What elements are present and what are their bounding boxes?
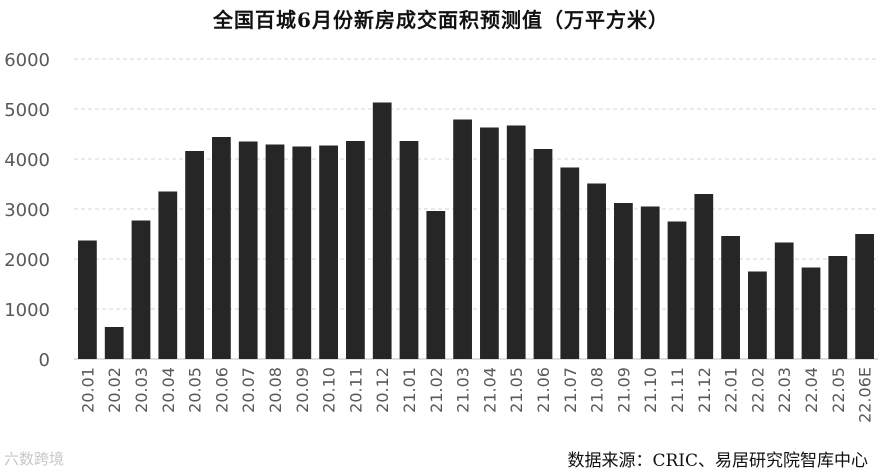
bar-21.06 xyxy=(533,149,553,359)
y-axis-ticks: 0 1000 2000 3000 4000 5000 6000 xyxy=(4,50,50,371)
bar-22.05 xyxy=(828,256,848,359)
x-tick-label: 20.05 xyxy=(186,367,205,413)
x-tick-label: 22.03 xyxy=(775,367,794,413)
y-tick-label: 0 xyxy=(39,350,50,371)
x-tick-label: 20.08 xyxy=(266,367,285,413)
y-tick-label: 6000 xyxy=(4,50,50,71)
x-tick-label: 21.12 xyxy=(695,367,714,413)
x-tick-label: 20.03 xyxy=(132,367,151,413)
bar-21.11 xyxy=(667,221,687,359)
y-tick-label: 3000 xyxy=(4,200,50,221)
bar-20.04 xyxy=(158,191,178,359)
x-tick-label: 20.10 xyxy=(320,367,339,413)
x-tick-label: 21.02 xyxy=(427,367,446,413)
bar-20.12 xyxy=(372,102,392,359)
bar-21.04 xyxy=(480,127,499,359)
x-tick-label: 22.01 xyxy=(722,367,741,413)
x-tick-label: 22.06E xyxy=(856,367,875,423)
bars xyxy=(78,102,874,359)
bar-21.03 xyxy=(453,119,472,359)
x-tick-label: 21.05 xyxy=(507,367,526,413)
x-tick-label: 22.05 xyxy=(829,367,848,413)
x-tick-label: 21.03 xyxy=(454,367,473,413)
x-tick-label: 21.07 xyxy=(561,367,580,413)
x-tick-label: 20.04 xyxy=(159,367,178,413)
x-tick-label: 21.08 xyxy=(588,367,607,413)
bar-21.09 xyxy=(614,203,633,359)
y-tick-label: 5000 xyxy=(4,100,50,121)
bar-20.05 xyxy=(185,151,204,359)
bar-22.01 xyxy=(721,236,740,359)
watermark-logo: 六数跨境 xyxy=(4,450,65,468)
x-tick-label: 20.01 xyxy=(78,367,97,413)
gridlines xyxy=(74,58,878,360)
y-tick-label: 2000 xyxy=(4,250,50,271)
chart-title: 全国百城6月份新房成交面积预测值（万平方米） xyxy=(213,8,669,32)
x-tick-label: 20.11 xyxy=(346,367,365,413)
bar-20.03 xyxy=(131,220,151,359)
bar-22.03 xyxy=(774,242,794,359)
x-tick-label: 21.11 xyxy=(668,367,687,413)
bar-21.12 xyxy=(694,194,714,359)
x-tick-label: 21.04 xyxy=(480,367,499,413)
bar-21.07 xyxy=(560,167,580,359)
bar-22.06E xyxy=(855,234,874,359)
x-tick-label: 21.01 xyxy=(400,367,419,413)
x-tick-label: 21.06 xyxy=(534,367,553,413)
bar-21.02 xyxy=(426,211,446,359)
bar-20.02 xyxy=(104,327,124,359)
bar-20.06 xyxy=(212,137,231,359)
bar-20.10 xyxy=(319,145,338,359)
bar-21.08 xyxy=(587,183,606,359)
bar-20.11 xyxy=(346,141,365,359)
x-tick-label: 22.02 xyxy=(748,367,767,413)
x-tick-label: 22.04 xyxy=(802,367,821,413)
bar-20.09 xyxy=(292,146,312,359)
bar-20.08 xyxy=(265,144,285,359)
y-tick-label: 1000 xyxy=(4,300,50,321)
x-tick-label: 20.02 xyxy=(105,367,124,413)
x-tick-label: 20.09 xyxy=(293,367,312,413)
x-tick-label: 21.09 xyxy=(614,367,633,413)
bar-21.01 xyxy=(399,141,419,359)
x-axis-ticks: 20.01 20.02 20.03 20.04 20.05 20.06 20.07 20.08… xyxy=(78,367,874,423)
x-tick-label: 20.12 xyxy=(373,367,392,413)
x-tick-label: 20.06 xyxy=(212,367,231,413)
source-note: 数据来源：CRIC、易居研究院智库中心 xyxy=(567,451,868,471)
bar-21.05 xyxy=(506,125,526,359)
bar-20.07 xyxy=(238,141,258,359)
bar-22.02 xyxy=(748,271,767,359)
y-tick-label: 4000 xyxy=(4,150,50,171)
bar-21.10 xyxy=(640,206,660,359)
x-tick-label: 21.10 xyxy=(641,367,660,413)
bar-22.04 xyxy=(801,267,821,359)
bar-20.01 xyxy=(78,240,97,359)
x-tick-label: 20.07 xyxy=(239,367,258,413)
